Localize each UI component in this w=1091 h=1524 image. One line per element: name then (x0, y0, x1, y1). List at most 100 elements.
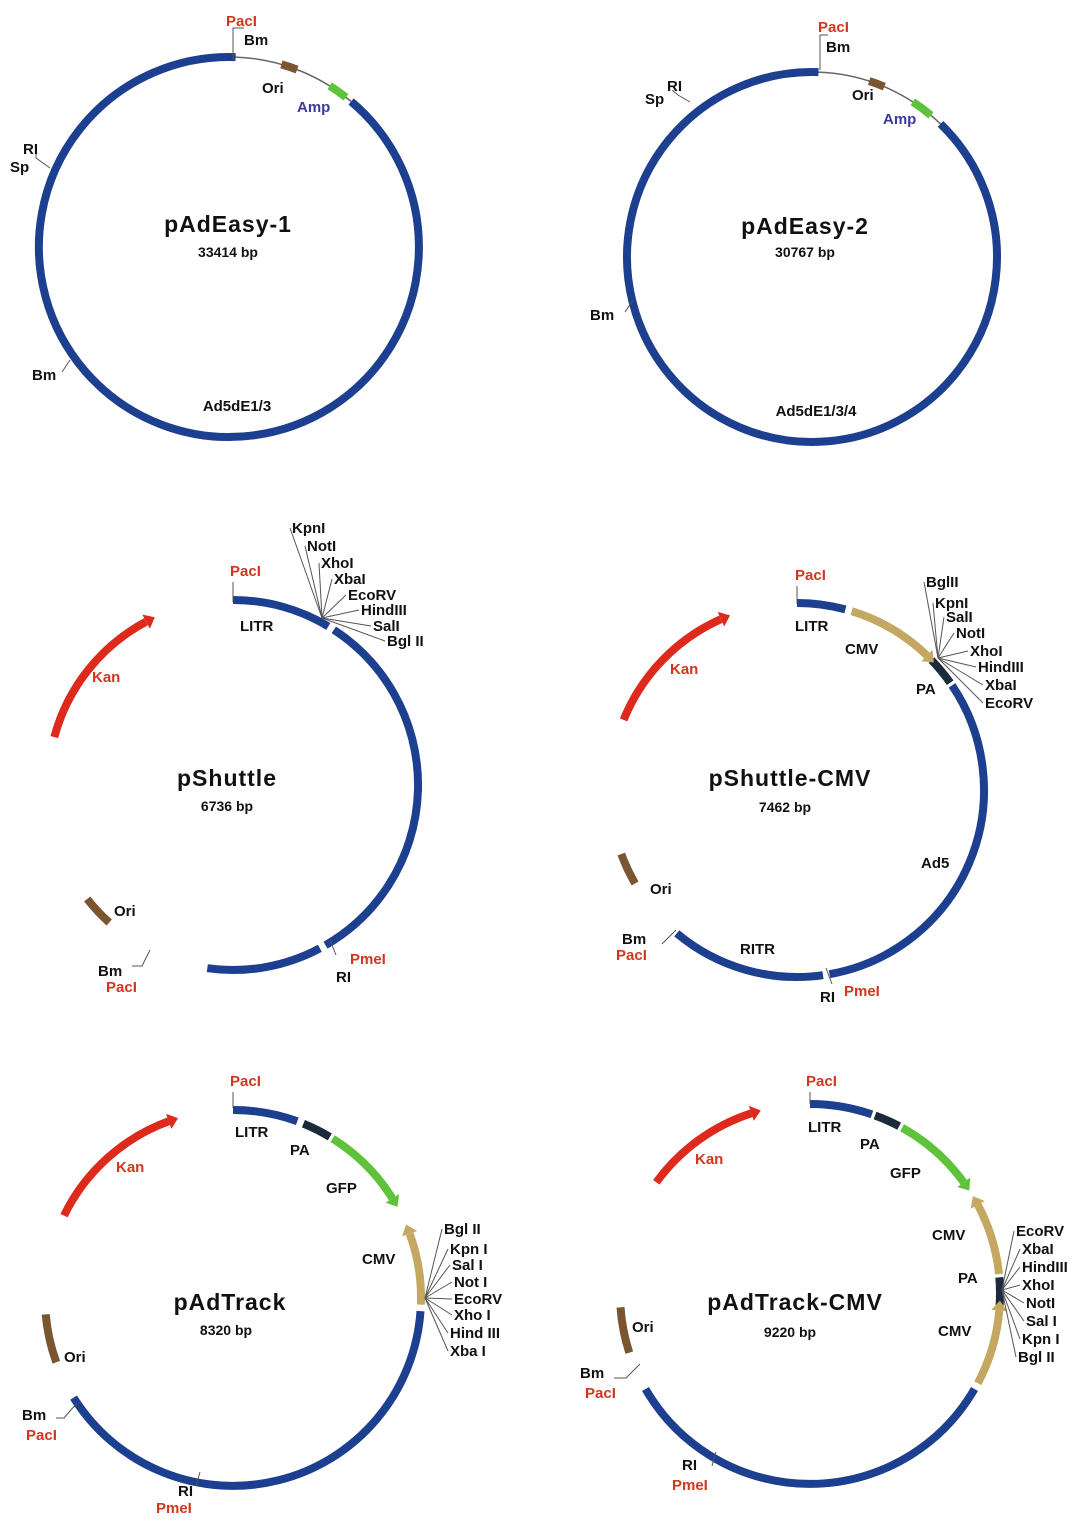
region-label: Ad5dE1/3/4 (776, 403, 858, 420)
mcs-leader (424, 1297, 453, 1300)
mcs-leader (937, 616, 945, 659)
litr-backbone (232, 595, 331, 630)
feature-cmv: CMV (845, 641, 878, 658)
site-bm: Bm (580, 1365, 604, 1382)
site-bm: Bm (98, 963, 122, 980)
plasmid-pshuttle: pShuttle 6736 bp PacI Kan LITR Ori PmeI … (50, 520, 424, 996)
kan-segment (619, 615, 723, 722)
pa-segment (301, 1119, 332, 1141)
litr-backbone (809, 1100, 874, 1119)
site-bm: Bm (826, 39, 850, 56)
mcs-leader (937, 657, 984, 686)
site-sp: Sp (645, 91, 664, 108)
mcs-site: XhoI (970, 643, 1003, 660)
adeno-backbone (70, 1310, 425, 1490)
feature-kan: Kan (695, 1151, 723, 1168)
plasmid-name: pAdEasy-2 (741, 213, 869, 239)
site-paci: PacI (818, 19, 849, 36)
mcs-site: XhoI (1022, 1277, 1055, 1294)
plasmid-size: 7462 bp (759, 799, 811, 815)
feature-litr: LITR (240, 618, 273, 635)
mcs-site: XbaI (985, 677, 1017, 694)
mcs-site: NotI (956, 625, 985, 642)
plasmid-name: pAdTrack (174, 1289, 287, 1315)
mcs-leader (424, 1228, 443, 1299)
feature-ritr: RITR (740, 941, 775, 958)
gfp-arrowhead (957, 1177, 971, 1191)
site-ri: RI (820, 989, 835, 1006)
plasmid-name: pAdEasy-1 (164, 211, 292, 237)
site-ri: RI (336, 969, 351, 986)
mcs-site: NotI (1026, 1295, 1055, 1312)
mcs-leader (937, 632, 955, 659)
gfp-segment (330, 1135, 396, 1201)
cmv-segment (405, 1232, 425, 1305)
mcs-site: XbaI (1022, 1241, 1054, 1258)
mcs-site: Xba I (450, 1343, 486, 1360)
site-paci: PacI (230, 563, 261, 580)
ori-segment (280, 60, 299, 74)
mcs-site: Sal I (1026, 1313, 1057, 1330)
feature-amp: Amp (883, 111, 916, 128)
adeno-backbone (323, 626, 422, 949)
mcs-leader (937, 657, 977, 668)
plasmid-name: pAdTrack-CMV (707, 1289, 883, 1315)
pa-segment (873, 1111, 902, 1130)
mcs-leader (289, 527, 323, 619)
thin-backbone (235, 56, 352, 103)
plasmid-name: pShuttle-CMV (709, 765, 872, 791)
mcs-leader (424, 1248, 449, 1299)
mcs-leader (1001, 1289, 1025, 1304)
feature-pa: PA (860, 1136, 880, 1153)
mcs-site: XbaI (334, 571, 366, 588)
site-paci: PacI (230, 1073, 261, 1090)
feature-gfp: GFP (890, 1165, 921, 1182)
amp-segment (327, 82, 349, 101)
cmv-arrowhead (970, 1196, 985, 1209)
kan-segment (60, 1117, 171, 1218)
plasmid-padeasy-1: pAdEasy-1 33414 bp Ad5dE1/3 PacI Bm Ori … (10, 13, 423, 441)
mcs-site: Bgl II (387, 633, 424, 650)
mcs-site: Xho I (454, 1307, 491, 1324)
cmv-segment (974, 1310, 1004, 1386)
mcs-leader (424, 1297, 449, 1352)
site-paci: PacI (585, 1385, 616, 1402)
plasmid-size: 30767 bp (775, 244, 835, 260)
feature-ori: Ori (114, 903, 136, 920)
site-sp: Sp (10, 159, 29, 176)
litr-backbone (232, 1105, 299, 1126)
mcs-site: BglII (926, 574, 959, 591)
site-bm: Bm (32, 367, 56, 384)
site-pmei: PmeI (350, 951, 386, 968)
site-pmei: PmeI (156, 1500, 192, 1517)
mcs-leader (1001, 1289, 1017, 1358)
feature-ori: Ori (64, 1349, 86, 1366)
site-bm: Bm (622, 931, 646, 948)
ori-segment (867, 77, 886, 91)
cmv-arrowhead (402, 1224, 418, 1237)
adeno-backbone (34, 53, 423, 441)
cmv-segment (974, 1202, 1003, 1275)
mcs-leader (321, 617, 372, 627)
site-paci: PacI (806, 1073, 837, 1090)
mcs-site: KpnI (935, 595, 968, 612)
mcs-leader (424, 1297, 453, 1316)
feature-litr: LITR (795, 618, 828, 635)
mcs-leader (424, 1297, 449, 1334)
thin-backbone (818, 71, 942, 125)
mcs-site: HindIII (978, 659, 1024, 676)
feature-ori: Ori (632, 1319, 654, 1336)
kan-arrowhead (717, 611, 730, 627)
site-bm: Bm (590, 307, 614, 324)
mcs-leader (424, 1281, 453, 1299)
mcs-leader (318, 562, 323, 619)
plasmid-padtrack-cmv: pAdTrack-CMV 9220 bp PacI Kan LITR PA GF… (580, 1073, 1068, 1494)
mcs-site: Kpn I (450, 1241, 488, 1258)
adeno-backbone-lower (206, 944, 322, 974)
site-pmei: PmeI (844, 983, 880, 1000)
mcs-site: EcoRV (348, 587, 396, 604)
